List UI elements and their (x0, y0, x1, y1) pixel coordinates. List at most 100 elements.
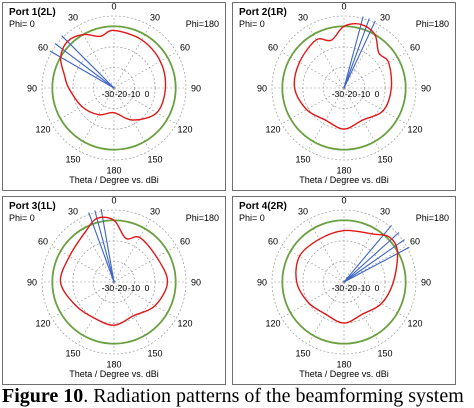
angle-tick-label: 120 (35, 319, 50, 329)
beam-direction-line (343, 20, 376, 89)
reference-circle-0dbi (51, 25, 177, 151)
grid-spoke (77, 25, 115, 89)
angle-tick-label: 150 (295, 155, 310, 165)
angle-tick-label: 180 (336, 166, 351, 176)
radiation-pattern-curve (59, 216, 169, 326)
grid-spoke (113, 87, 151, 151)
radial-tick-label: -20 (115, 283, 128, 293)
radial-tick-label: -30 (332, 89, 345, 99)
angle-tick-label: 30 (380, 12, 390, 22)
radial-tick-label: -20 (345, 89, 358, 99)
beam-direction-line (54, 43, 115, 89)
radial-tick-label: 0 (145, 283, 150, 293)
figure-caption-label: Figure 10 (2, 385, 84, 407)
angle-tick-label: 60 (268, 237, 278, 247)
panel-port-3: 0 30 60 90 120 150 180 150 120 90 60 30 -30 -20 -10 0 Po… (2, 196, 226, 385)
radial-tick-label: -10 (358, 283, 371, 293)
grid-spoke (307, 87, 345, 151)
angle-tick-label: 90 (257, 278, 267, 288)
angle-tick-label: 90 (421, 278, 431, 288)
panel-port-4: 0 30 60 90 120 150 180 150 120 90 60 30 -30 -20 -10 0 Po… (232, 196, 456, 385)
beam-direction-line (343, 18, 370, 89)
radial-tick-label: -20 (345, 283, 358, 293)
figure-caption: Figure 10. Radiation patterns of the bea… (2, 385, 474, 408)
angle-tick-label: 120 (35, 125, 50, 135)
angle-tick-label: 90 (27, 84, 37, 94)
panel-port-2: 0 30 60 90 120 150 180 150 120 90 60 30 -30 -20 -10 0 Po… (232, 2, 456, 191)
panel-title: Port 1(2L) (9, 7, 56, 18)
phi-right-label: Phi=180 (416, 213, 449, 223)
phi-left-label: Phi= 0 (9, 19, 35, 29)
angle-tick-label: 90 (27, 278, 37, 288)
angle-tick-label: 90 (421, 84, 431, 94)
grid-spoke (113, 245, 177, 283)
angle-tick-label: 30 (68, 206, 78, 216)
phi-right-label: Phi=180 (186, 19, 219, 29)
panel-port-1: 0 30 60 90 120 150 180 150 120 90 60 30 -30 -20 -10 0 Po… (2, 2, 226, 191)
phi-right-label: Phi=180 (416, 19, 449, 29)
angle-tick-label: 60 (268, 43, 278, 53)
grid-spoke (113, 87, 177, 125)
polar-chart-port-3: 0 30 60 90 120 150 180 150 120 90 60 30 -30 -20 -10 0 Po… (9, 197, 219, 379)
angle-tick-label: 60 (410, 237, 420, 247)
grid-spoke (113, 51, 177, 89)
angle-tick-label: 150 (295, 349, 310, 359)
angle-tick-label: 60 (38, 43, 48, 53)
angle-tick-label: 180 (106, 360, 121, 370)
panel-title: Port 4(2R) (239, 201, 287, 212)
radial-tick-label: -10 (358, 89, 371, 99)
beam-direction-line (88, 212, 115, 283)
beam-direction-line (343, 239, 405, 283)
panel-title: Port 2(1R) (239, 7, 287, 18)
grid-spoke (113, 281, 177, 319)
radial-tick-label: -20 (115, 89, 128, 99)
figure-caption-text: . Radiation patterns of the beamforming … (83, 385, 464, 407)
angle-tick-label: 120 (177, 319, 192, 329)
grid-spoke (51, 281, 115, 319)
angle-tick-label: 30 (68, 12, 78, 22)
grid-circle-outer (271, 209, 417, 355)
radial-tick-label: -10 (128, 89, 141, 99)
grid-spoke (77, 281, 115, 345)
angle-tick-label: 0 (341, 197, 346, 206)
angle-tick-label: 120 (177, 125, 192, 135)
angle-tick-label: 120 (407, 125, 422, 135)
beam-direction-line (94, 210, 115, 283)
grid-spoke (113, 25, 151, 89)
angle-tick-label: 90 (257, 84, 267, 94)
angle-tick-label: 120 (407, 319, 422, 329)
axis-label: Theta / Degree vs. dBi (69, 369, 159, 379)
grid-spoke (343, 87, 381, 151)
radiation-pattern-curve (59, 29, 167, 121)
radiation-pattern-curve (295, 229, 399, 324)
phi-left-label: Phi= 0 (239, 213, 265, 223)
angle-tick-label: 30 (150, 12, 160, 22)
angle-tick-label: 120 (265, 319, 280, 329)
beam-direction-line (343, 246, 410, 283)
angle-tick-label: 150 (65, 349, 80, 359)
grid-spoke (343, 51, 407, 89)
angle-tick-label: 120 (265, 125, 280, 135)
angle-tick-label: 30 (298, 206, 308, 216)
phi-left-label: Phi= 0 (239, 19, 265, 29)
radial-tick-label: -10 (128, 283, 141, 293)
panel-title: Port 3(1L) (9, 201, 56, 212)
grid-spoke (343, 281, 381, 345)
beam-direction-line (343, 16, 364, 89)
angle-tick-label: 60 (180, 237, 190, 247)
radial-tick-label: 0 (145, 89, 150, 99)
grid-spoke (77, 87, 115, 151)
polar-chart-port-4: 0 30 60 90 120 150 180 150 120 90 60 30 -30 -20 -10 0 Po… (239, 197, 449, 379)
angle-tick-label: 30 (150, 206, 160, 216)
axis-label: Theta / Degree vs. dBi (299, 369, 389, 379)
grid-spoke (343, 281, 407, 319)
grid-spoke (307, 281, 345, 345)
angle-tick-label: 150 (147, 349, 162, 359)
phi-right-label: Phi=180 (186, 213, 219, 223)
grid-circle-outer (41, 209, 187, 355)
grid-circle-outer (271, 15, 417, 161)
angle-tick-label: 150 (377, 349, 392, 359)
polar-chart-port-2: 0 30 60 90 120 150 180 150 120 90 60 30 -30 -20 -10 0 Po… (239, 3, 449, 185)
angle-tick-label: 150 (377, 155, 392, 165)
angle-tick-label: 0 (341, 3, 346, 12)
